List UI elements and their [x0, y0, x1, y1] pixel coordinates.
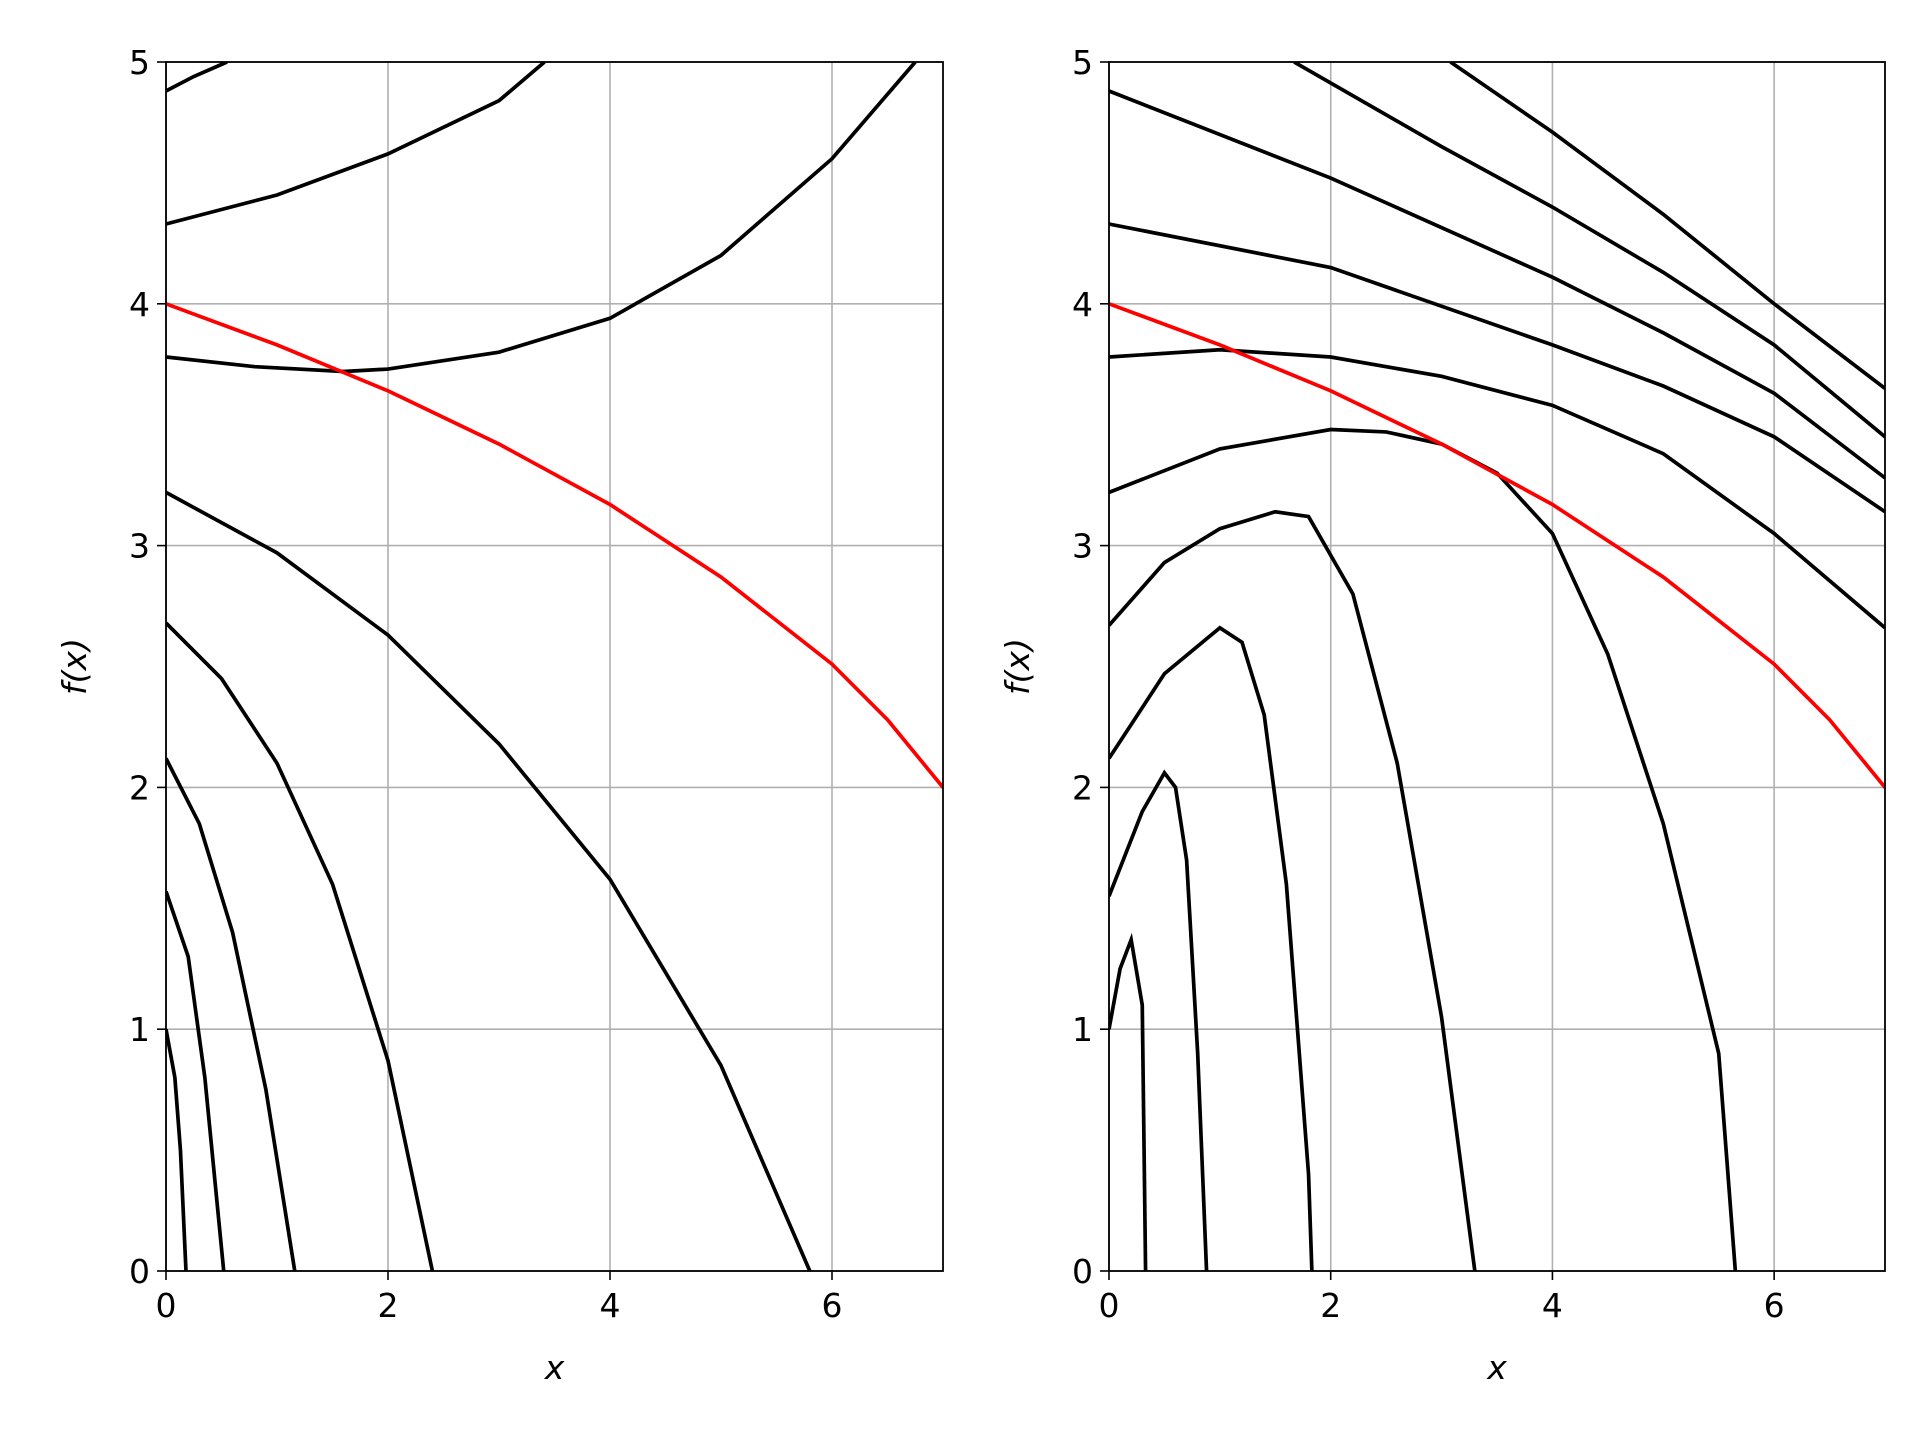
curve [1109, 89, 1885, 480]
x-tick-label: 2 [1320, 1286, 1341, 1325]
y-axis-label: f(x) [55, 638, 94, 695]
curve [1109, 509, 1477, 1271]
curve [166, 62, 228, 93]
curve [1109, 222, 1885, 514]
curve [166, 621, 435, 1271]
x-axis-label: x [544, 1348, 565, 1387]
curve [166, 62, 546, 226]
x-axis-label: x [1486, 1348, 1507, 1387]
y-tick-label: 5 [129, 43, 150, 82]
y-tick-label: 3 [1072, 527, 1093, 566]
y-tick-label: 5 [1072, 43, 1093, 82]
curve [1449, 62, 1885, 390]
y-tick-label: 2 [1072, 768, 1093, 807]
y-tick-label: 0 [1072, 1252, 1093, 1291]
x-tick-label: 0 [1099, 1286, 1120, 1325]
y-tick-label: 3 [129, 527, 150, 566]
plot-frame [1108, 61, 1886, 1272]
subplot: 0 2 4 6 0 1 2 3 4 5 x f(x) [55, 43, 944, 1387]
curve [166, 62, 917, 374]
curve [166, 1028, 188, 1271]
curve [1109, 302, 1885, 789]
y-tick-label: 1 [129, 1010, 150, 1049]
x-tick-label: 6 [822, 1286, 843, 1325]
curve [1109, 769, 1209, 1271]
curve [166, 890, 226, 1271]
curve [1293, 62, 1885, 439]
curve [166, 302, 943, 789]
curve [1109, 932, 1148, 1271]
curve [166, 490, 812, 1271]
x-tick-label: 0 [156, 1286, 177, 1325]
curve [166, 757, 297, 1271]
y-tick-label: 4 [1072, 285, 1093, 324]
subplot: 0 2 4 6 0 1 2 3 4 5 x f(x) [998, 43, 1886, 1387]
y-tick-label: 4 [129, 285, 150, 324]
x-tick-label: 2 [378, 1286, 399, 1325]
plot-frame [165, 61, 944, 1272]
x-tick-label: 4 [1542, 1286, 1563, 1325]
y-tick-label: 1 [1072, 1010, 1093, 1049]
y-axis-label: f(x) [998, 638, 1037, 695]
y-tick-label: 0 [129, 1252, 150, 1291]
x-tick-label: 4 [600, 1286, 621, 1325]
x-tick-label: 6 [1764, 1286, 1785, 1325]
y-tick-label: 2 [129, 768, 150, 807]
curve [1109, 625, 1314, 1271]
